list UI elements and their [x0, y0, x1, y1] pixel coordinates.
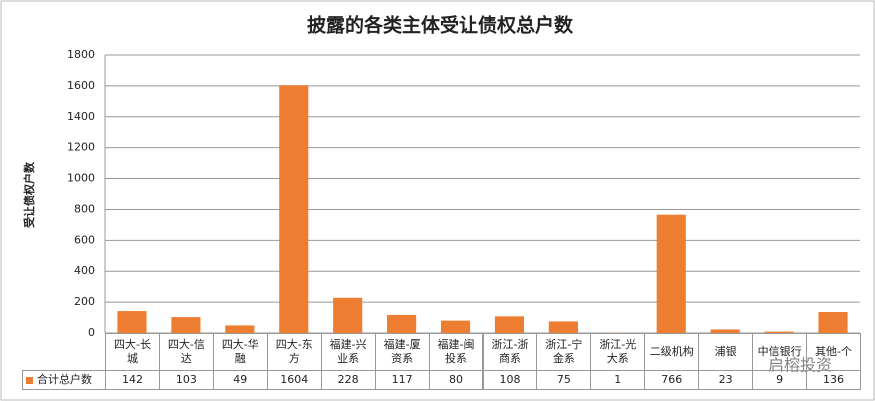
value-cell: 108	[482, 370, 538, 390]
value-cell: 80	[428, 370, 484, 390]
legend-label: 合计总户数	[37, 373, 92, 386]
category-cell: 浙江-光大系	[590, 333, 646, 371]
legend-cell: 合计总户数	[22, 370, 106, 390]
y-tick-label: 200	[74, 295, 95, 308]
bar	[710, 329, 740, 333]
category-cell: 其他-个	[806, 333, 861, 371]
category-cell: 福建-兴业系	[320, 333, 376, 371]
value-cell: 9	[752, 370, 808, 390]
category-cell: 四大-华融	[212, 333, 268, 371]
value-cell: 103	[158, 370, 214, 390]
value-cell: 142	[105, 370, 160, 390]
category-cell: 二级机构	[644, 333, 700, 371]
value-cell: 1604	[266, 370, 322, 390]
bar	[494, 316, 525, 333]
y-tick-label: 1200	[67, 141, 95, 154]
value-cell: 766	[644, 370, 700, 390]
category-cell: 浦银	[698, 333, 754, 371]
bar	[279, 85, 309, 333]
y-tick-label: 1800	[67, 48, 95, 61]
bar	[818, 311, 848, 333]
y-tick-label: 1000	[67, 172, 95, 185]
bar	[117, 311, 147, 333]
y-tick-label: 1400	[67, 110, 95, 123]
value-cell: 49	[212, 370, 268, 390]
watermark: 启榕投资	[768, 356, 832, 375]
bar	[387, 314, 417, 333]
y-tick-label: 1600	[67, 79, 95, 92]
bar	[440, 320, 471, 333]
category-cell: 浙江-浙商系	[482, 333, 538, 371]
category-cell: 福建-闽投系	[428, 333, 484, 371]
bar	[764, 331, 794, 333]
category-cell: 福建-厦资系	[374, 333, 430, 371]
category-cell: 四大-信达	[158, 333, 214, 371]
bar	[656, 214, 686, 333]
y-tick-label: 600	[74, 233, 95, 246]
value-cell: 228	[320, 370, 376, 390]
value-cell: 136	[806, 370, 861, 390]
value-cell: 117	[374, 370, 430, 390]
value-cell: 75	[536, 370, 592, 390]
y-tick-label: 800	[74, 202, 95, 215]
category-cell: 浙江-宁金系	[536, 333, 592, 371]
value-cell: 1	[590, 370, 646, 390]
y-tick-label: 0	[88, 326, 95, 339]
bar	[225, 325, 255, 333]
bar	[333, 297, 363, 333]
y-axis-label: 受让债权户数	[22, 161, 36, 228]
y-tick-label: 400	[74, 264, 95, 277]
bar	[548, 321, 578, 333]
chart-title: 披露的各类主体受让债权总户数	[307, 14, 574, 37]
value-cell: 23	[698, 370, 754, 390]
category-cell: 四大-长城	[105, 333, 160, 371]
category-cell: 四大-东方	[266, 333, 322, 371]
bar	[171, 317, 201, 333]
category-cell: 中信银行	[752, 333, 808, 371]
legend-swatch	[26, 376, 33, 384]
